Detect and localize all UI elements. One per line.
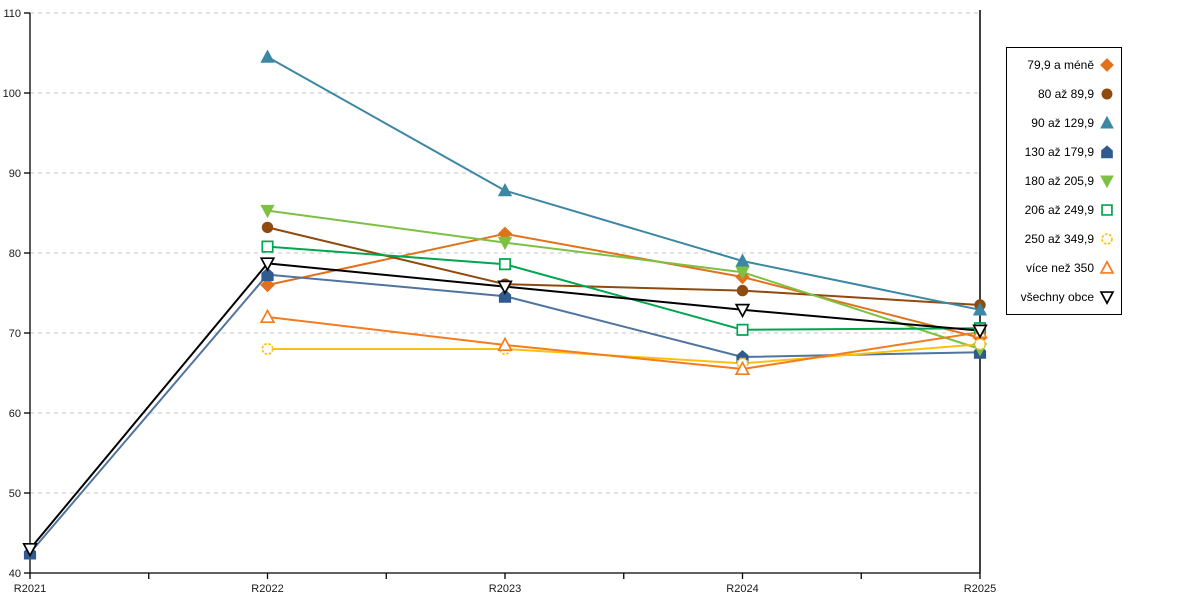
series-line-6 (267, 343, 981, 365)
data-point-marker (1099, 260, 1115, 275)
legend-item: 90 až 129,9 (1009, 115, 1115, 131)
legend: 79,9 a méně 80 až 89,9 90 až 129,9 130 až 1… (1006, 47, 1122, 315)
y-tick-label: 40 (9, 568, 21, 580)
data-point-marker (1099, 291, 1115, 306)
legend-item: 250 až 349,9 (1009, 231, 1115, 247)
legend-item: 130 až 179,9 (1009, 144, 1115, 160)
legend-item: 206 až 249,9 (1009, 202, 1115, 218)
data-point-marker (260, 204, 275, 219)
x-tick-label: R2021 (14, 583, 46, 595)
legend-label: 80 až 89,9 (1037, 86, 1094, 101)
series-line-7 (267, 316, 981, 370)
legend-label: 180 až 205,9 (1024, 173, 1094, 188)
series-line-1 (267, 226, 981, 306)
data-point-marker (497, 280, 513, 295)
x-tick-label: R2023 (489, 583, 521, 595)
series-line-4 (267, 209, 981, 350)
x-tick-label: R2022 (251, 583, 283, 595)
legend-item: více než 350 (1009, 260, 1115, 276)
series-line-3 (29, 273, 981, 554)
data-point-marker (1100, 115, 1114, 129)
series-line-2 (267, 56, 981, 311)
data-point-marker (1101, 204, 1113, 216)
diamond-marker-icon (1100, 57, 1114, 72)
legend-label: 79,9 a méně (1027, 57, 1094, 72)
triangle-up-marker-icon (1099, 260, 1115, 275)
data-point-marker (497, 236, 513, 251)
data-point-marker (259, 308, 276, 324)
data-point-marker (260, 49, 275, 63)
legend-label: všechny obce (1020, 290, 1094, 305)
circle-marker-icon (1101, 88, 1113, 100)
y-tick-label: 70 (9, 328, 21, 340)
data-point-marker (734, 360, 751, 376)
data-point-marker (736, 284, 749, 297)
y-tick-label: 80 (9, 248, 21, 260)
legend-label: více než 350 (1025, 261, 1094, 276)
legend-label: 130 až 179,9 (1024, 144, 1094, 159)
circle-marker-icon (1101, 233, 1113, 245)
square-marker-icon (1101, 204, 1113, 216)
data-point-marker (972, 324, 988, 339)
legend-item: všechny obce (1009, 289, 1115, 306)
data-point-marker (498, 258, 512, 271)
data-point-marker (1101, 145, 1113, 159)
series-line-8 (29, 262, 981, 550)
data-point-marker (261, 342, 274, 356)
legend-label: 206 až 249,9 (1024, 203, 1094, 218)
legend-item: 180 až 205,9 (1009, 173, 1115, 189)
series-line-0 (267, 232, 981, 339)
data-point-marker (259, 257, 276, 272)
data-point-marker (735, 253, 750, 267)
triangle-down-marker-icon (1100, 175, 1114, 189)
x-tick-label: R2024 (726, 583, 758, 595)
pentagon-marker-icon (1101, 145, 1113, 159)
y-tick-label: 60 (9, 408, 21, 420)
triangle-up-marker-icon (1100, 115, 1114, 129)
data-point-marker (260, 277, 275, 293)
data-point-marker (261, 221, 274, 234)
legend-item: 80 až 89,9 (1009, 86, 1115, 102)
legend-item: 79,9 a méně (1009, 57, 1115, 73)
data-point-marker (736, 323, 749, 336)
data-point-marker (1101, 233, 1113, 245)
y-tick-label: 50 (9, 488, 21, 500)
legend-label: 250 až 349,9 (1024, 232, 1094, 247)
data-point-marker (497, 183, 513, 197)
data-point-marker (735, 266, 750, 280)
data-point-marker (261, 240, 274, 253)
data-point-marker (497, 336, 513, 352)
y-tick-label: 110 (3, 8, 21, 20)
x-tick-label: R2025 (964, 583, 996, 595)
y-tick-label: 90 (9, 168, 21, 180)
data-point-marker (1100, 175, 1114, 189)
data-point-marker (261, 267, 274, 282)
data-point-marker (734, 303, 751, 319)
data-point-marker (1101, 88, 1113, 100)
data-point-marker (1100, 57, 1114, 72)
data-point-marker (972, 302, 988, 316)
legend-label: 90 až 129,9 (1031, 115, 1094, 130)
triangle-down-marker-icon (1099, 291, 1115, 306)
series-line-5 (267, 245, 981, 331)
y-tick-label: 100 (3, 88, 21, 100)
data-point-marker (973, 338, 987, 351)
data-point-marker (498, 289, 512, 303)
data-point-marker (22, 542, 38, 558)
